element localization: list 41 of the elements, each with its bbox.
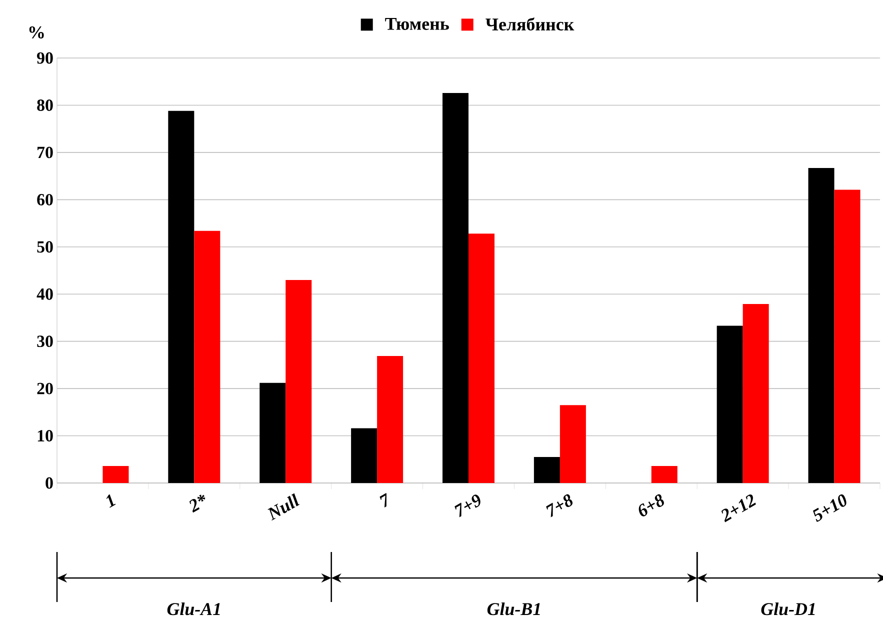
- text: Glu-D1: [761, 602, 815, 616]
- bar: [442, 92, 468, 483]
- y-tick-label: 90: [37, 52, 53, 64]
- y-axis-title: %: [29, 26, 44, 38]
- bar: [534, 457, 560, 483]
- x-tick-label: 5+10: [812, 494, 846, 522]
- x-tick-label: 1: [106, 494, 116, 508]
- bar: [286, 280, 312, 483]
- y-tick-label: 40: [36, 288, 53, 300]
- x-tick-label: 7+8: [546, 494, 573, 518]
- bar: [351, 428, 378, 483]
- bar: [560, 405, 586, 483]
- y-tick-label: 50: [37, 241, 53, 253]
- y-tick-label: 60: [37, 194, 53, 206]
- y-tick-label: 0: [46, 477, 53, 489]
- bar: [808, 168, 834, 483]
- bar: [168, 110, 194, 483]
- bar: [716, 326, 743, 483]
- bar: [468, 234, 494, 483]
- x-tick-label: Null: [268, 493, 300, 521]
- y-tick-label: 10: [38, 430, 53, 442]
- x-tick-label: 7+9: [454, 494, 480, 518]
- text: Glu-B1: [487, 602, 540, 616]
- bar: [377, 356, 404, 483]
- x-tick-label: 2+12: [721, 494, 756, 522]
- y-tick-label: 80: [37, 100, 53, 111]
- legend-label: Тюмень: [385, 18, 449, 30]
- bar: [194, 230, 220, 483]
- bar: [834, 190, 860, 483]
- x-tick-label: 2*: [189, 494, 206, 513]
- x-tick-label: 6+8: [638, 494, 664, 516]
- y-tick-label: 70: [38, 146, 53, 158]
- y-tick-label: 20: [37, 382, 53, 394]
- x-tick-label: 7: [380, 492, 386, 508]
- text: Glu-A1: [167, 602, 220, 616]
- bar: [260, 382, 286, 483]
- bar: [651, 466, 678, 483]
- y-tick-label: 30: [37, 336, 53, 348]
- legend-label: Челябинск: [486, 17, 574, 30]
- bar: [742, 304, 769, 483]
- bar: [102, 466, 129, 483]
